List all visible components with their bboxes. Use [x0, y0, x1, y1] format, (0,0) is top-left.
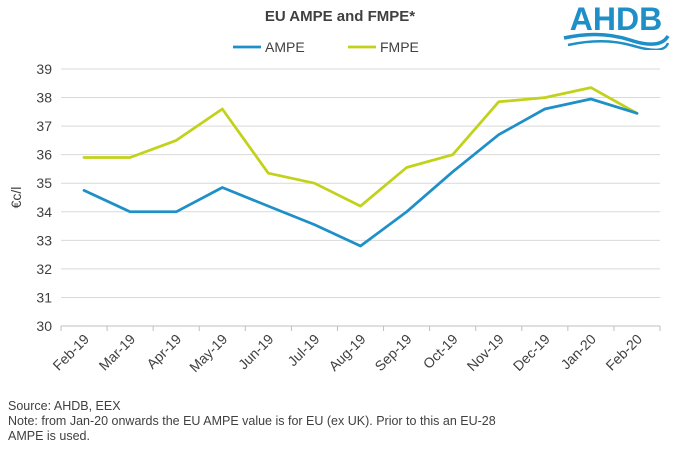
- x-tick-label: Feb-19: [49, 331, 92, 374]
- x-tick-label: May-19: [186, 331, 230, 375]
- legend-label-fmpe: FMPE: [380, 39, 419, 55]
- legend-label-ampe: AMPE: [265, 39, 305, 55]
- y-tick-label-31: 31: [36, 289, 52, 305]
- x-tick-label: Apr-19: [143, 331, 184, 372]
- x-tick-label: Oct-19: [420, 331, 461, 372]
- x-tick-label: Jan-20: [557, 331, 599, 373]
- y-axis-label: €c/l: [8, 187, 24, 209]
- y-tick-label-30: 30: [36, 318, 52, 334]
- note-text-line2: AMPE is used.: [8, 429, 90, 443]
- source-text: Source: AHDB, EEX: [8, 399, 121, 413]
- y-tick-label-37: 37: [36, 118, 52, 134]
- y-tick-label-36: 36: [36, 147, 52, 163]
- footnote: Source: AHDB, EEX Note: from Jan-20 onwa…: [8, 399, 672, 444]
- chart-title: EU AMPE and FMPE*: [264, 8, 416, 25]
- x-tick-label: Dec-19: [510, 331, 553, 374]
- series-line-fmpe: [82, 86, 639, 208]
- x-tick-label: Jul-19: [284, 331, 322, 369]
- x-tick-label: Jun-19: [235, 331, 277, 373]
- note-text-line1: Note: from Jan-20 onwards the EU AMPE va…: [8, 414, 496, 428]
- series-line-ampe: [82, 97, 639, 248]
- x-tick-label: Aug-19: [325, 331, 368, 374]
- y-tick-label-39: 39: [36, 61, 52, 77]
- x-tick-label: Mar-19: [96, 331, 139, 374]
- x-tick-label: Feb-20: [602, 331, 645, 374]
- ahdb-logo: AHDB: [563, 2, 670, 50]
- svg-text:AHDB: AHDB: [570, 2, 662, 37]
- x-tick-label: Sep-19: [371, 331, 414, 374]
- y-tick-label-38: 38: [36, 90, 52, 106]
- y-tick-label-34: 34: [36, 204, 52, 220]
- y-tick-label-33: 33: [36, 232, 52, 248]
- x-tick-label: Nov-19: [464, 331, 507, 374]
- y-tick-label-32: 32: [36, 261, 52, 277]
- y-tick-label-35: 35: [36, 175, 52, 191]
